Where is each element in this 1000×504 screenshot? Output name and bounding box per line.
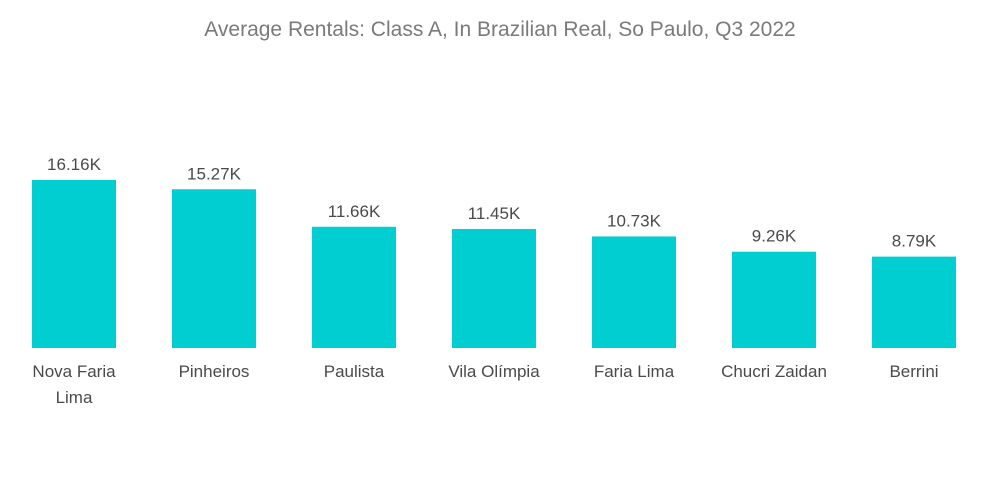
- category-label-5: Chucri Zaidan: [721, 362, 827, 381]
- bar-3: [452, 228, 536, 348]
- bar-1: [172, 189, 256, 348]
- bar-0: [32, 180, 116, 348]
- data-label-6: 8.79K: [892, 232, 937, 251]
- data-label-2: 11.66K: [328, 202, 381, 221]
- category-label-4: Faria Lima: [594, 362, 675, 381]
- bar-6: [872, 256, 956, 348]
- data-label-3: 11.45K: [468, 204, 521, 223]
- category-label-1: Pinheiros: [179, 362, 250, 381]
- bar-5: [732, 251, 816, 348]
- category-label-6: Berrini: [889, 362, 938, 381]
- category-label-0: Nova Faria Lima: [32, 362, 116, 407]
- data-label-4: 10.73K: [607, 211, 662, 230]
- data-label-5: 9.26K: [752, 227, 797, 246]
- bar-2: [312, 226, 396, 348]
- category-label-2: Paulista: [324, 362, 385, 381]
- bar-4: [592, 236, 676, 348]
- data-label-1: 15.27K: [187, 164, 242, 183]
- category-label-3: Vila Olímpia: [448, 362, 540, 381]
- chart-title: Average Rentals: Class A, In Brazilian R…: [204, 18, 796, 41]
- data-label-0: 16.16K: [47, 155, 102, 174]
